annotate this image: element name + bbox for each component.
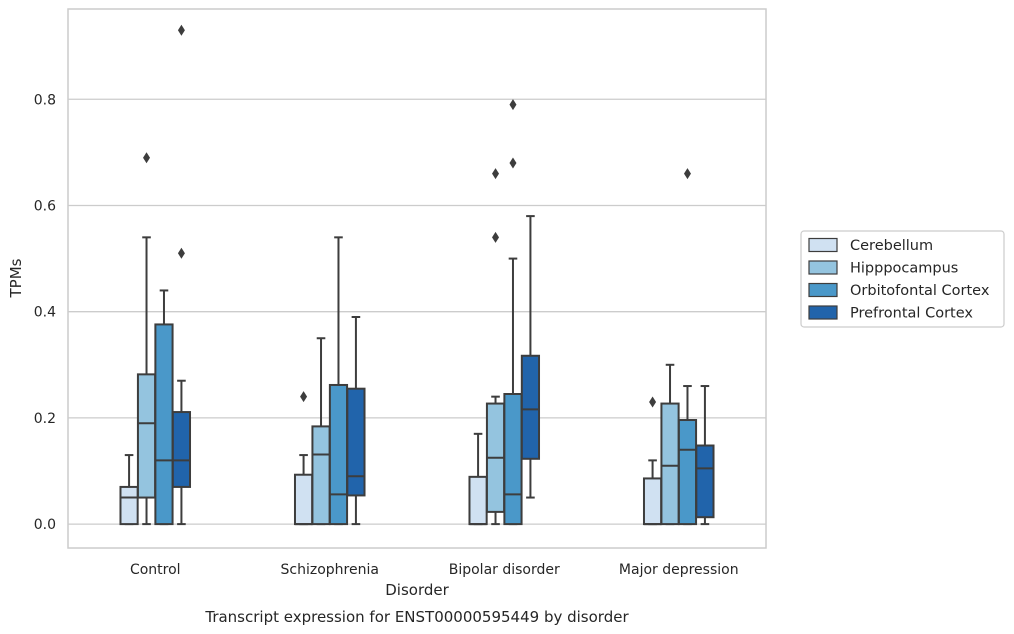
box-4-3 bbox=[677, 168, 698, 526]
y-tick-label: 0.0 bbox=[34, 517, 56, 533]
box-1-3 bbox=[154, 289, 174, 526]
legend-frame bbox=[800, 230, 1005, 328]
outlier-marker bbox=[177, 247, 185, 259]
box-2-4 bbox=[346, 316, 366, 526]
x-axis-label: Disorder bbox=[385, 581, 449, 599]
y-tick-label: 0.8 bbox=[34, 92, 56, 108]
box-3-4 bbox=[520, 215, 541, 499]
x-tick-label: Schizophrenia bbox=[281, 562, 379, 578]
legend-item: Prefrontal Cortex bbox=[808, 305, 973, 322]
box-iqr bbox=[346, 387, 366, 497]
box-iqr bbox=[677, 419, 698, 526]
box-iqr bbox=[520, 354, 541, 460]
box-groups bbox=[119, 24, 715, 526]
x-tick-label: Bipolar disorder bbox=[449, 562, 560, 578]
box-2-2 bbox=[311, 337, 331, 526]
outlier-marker bbox=[300, 391, 308, 403]
box-iqr bbox=[293, 473, 314, 526]
x-tick-label: Control bbox=[130, 562, 181, 578]
outlier-marker bbox=[509, 99, 517, 111]
box-iqr bbox=[468, 475, 488, 526]
box-iqr bbox=[154, 323, 174, 526]
y-tick-label: 0.6 bbox=[34, 198, 56, 214]
box-2-1 bbox=[293, 391, 314, 526]
legend-swatch bbox=[808, 260, 838, 275]
box-1-2 bbox=[136, 152, 157, 526]
box-4-2 bbox=[660, 363, 680, 526]
outlier-marker bbox=[177, 24, 185, 36]
x-axis-ticks: Control Schizophrenia Bipolar disorder Majo… bbox=[130, 562, 739, 578]
box-iqr bbox=[119, 485, 139, 526]
plot-area-frame bbox=[67, 8, 767, 549]
box-iqr bbox=[311, 425, 331, 526]
outlier-marker bbox=[683, 168, 691, 180]
box-iqr bbox=[328, 383, 349, 526]
y-axis-ticks: 0.0 0.2 0.4 0.6 0.8 bbox=[34, 92, 56, 533]
box-iqr bbox=[660, 402, 680, 526]
box-iqr bbox=[642, 477, 663, 526]
outlier-marker bbox=[509, 157, 517, 169]
legend-label: Hipppocampus bbox=[850, 261, 958, 277]
box-2-3 bbox=[328, 236, 349, 526]
chart-caption: Transcript expression for ENST0000059544… bbox=[204, 608, 629, 626]
box-1-4 bbox=[171, 24, 192, 526]
legend-swatch bbox=[808, 237, 838, 253]
legend-item: Orbitofontal Cortex bbox=[808, 282, 990, 299]
box-4-1 bbox=[642, 396, 663, 526]
box-3-3 bbox=[503, 99, 523, 526]
box-3-1 bbox=[468, 432, 488, 526]
y-axis-label: TPMs bbox=[7, 258, 25, 298]
legend: Cerebellum Hipppocampus Orbitofontal Corte… bbox=[800, 230, 1005, 328]
box-iqr bbox=[171, 411, 192, 488]
outlier-marker bbox=[649, 396, 657, 408]
box-3-2 bbox=[485, 168, 506, 526]
x-tick-label: Major depression bbox=[619, 562, 739, 578]
outlier-marker bbox=[143, 152, 151, 164]
legend-item: Cerebellum bbox=[808, 237, 933, 254]
box-4-4 bbox=[695, 385, 715, 526]
legend-label: Orbitofontal Cortex bbox=[850, 283, 990, 299]
box-iqr bbox=[136, 373, 157, 499]
legend-item: Hipppocampus bbox=[808, 260, 958, 277]
outlier-marker bbox=[492, 231, 500, 243]
y-tick-label: 0.2 bbox=[34, 411, 56, 427]
box-iqr bbox=[695, 444, 715, 519]
outlier-marker bbox=[492, 168, 500, 180]
legend-swatch bbox=[808, 282, 838, 298]
box-1-1 bbox=[119, 454, 139, 526]
legend-label: Prefrontal Cortex bbox=[850, 306, 973, 322]
y-tick-label: 0.4 bbox=[34, 305, 56, 321]
legend-label: Cerebellum bbox=[850, 238, 933, 254]
box-iqr bbox=[503, 393, 523, 526]
legend-swatch bbox=[808, 305, 838, 320]
